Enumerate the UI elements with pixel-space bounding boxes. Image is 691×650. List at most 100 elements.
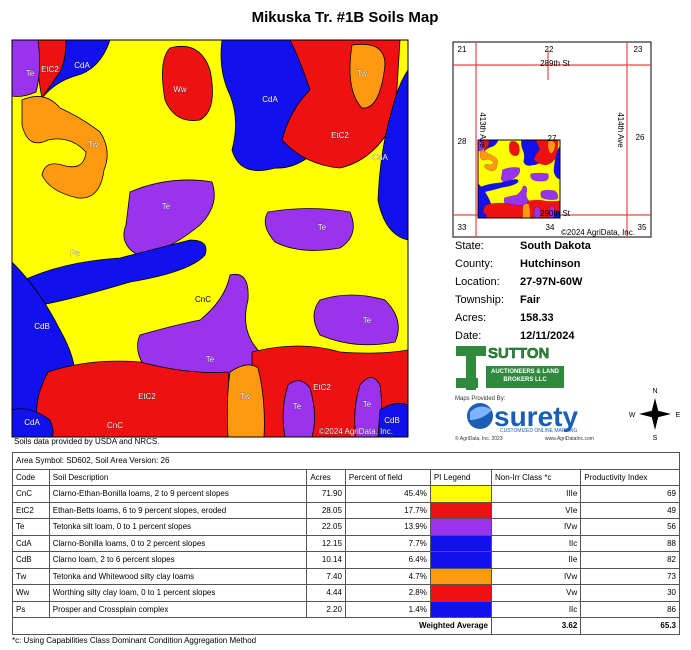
map-label: Ww xyxy=(173,85,187,94)
soil-tw xyxy=(226,364,265,437)
class-cell: IIe xyxy=(491,551,582,569)
info-label: Date: xyxy=(455,330,481,342)
locator-field xyxy=(478,140,560,218)
code-cell: CdB xyxy=(12,551,50,569)
map-label: Tw xyxy=(240,392,250,401)
description-cell: Tetonka silt loam, 0 to 1 percent slopes xyxy=(48,518,308,536)
info-value: 158.33 xyxy=(520,312,554,324)
pi-legend xyxy=(429,518,493,536)
acres-cell: 22.05 xyxy=(306,518,346,536)
map-label: Te xyxy=(293,402,302,411)
soil-etc2 xyxy=(36,360,231,437)
class-cell: VIe xyxy=(491,501,582,519)
map-label: Te xyxy=(162,202,171,211)
code-cell: Tw xyxy=(12,567,50,585)
compass-ew xyxy=(639,410,671,418)
code-cell: Ps xyxy=(12,600,50,618)
description-cell: Prosper and Crossplain complex xyxy=(48,600,308,618)
info-label: State: xyxy=(455,240,484,252)
logo-shape xyxy=(456,346,486,356)
section-number: 27 xyxy=(548,134,557,143)
surety-copyright: © AgriData, Inc. 2023 xyxy=(455,435,503,442)
surety-url: www.AgriDataInc.com xyxy=(545,436,594,442)
class-cell: IVw xyxy=(491,518,582,536)
road-label: 289th St xyxy=(540,59,571,68)
info-value: Hutchinson xyxy=(520,258,581,270)
map-label: CdB xyxy=(34,322,50,331)
map-label: EtC2 xyxy=(313,383,331,392)
pi-legend xyxy=(429,584,493,602)
footnote: *c: Using Capabilities Class Dominant Co… xyxy=(12,636,257,645)
description-cell: Clarno loam, 2 to 6 percent slopes xyxy=(48,551,308,569)
percent-cell: 2.8% xyxy=(344,584,431,602)
soil-row: Te Tetonka silt loam, 0 to 1 percent slop… xyxy=(12,518,680,536)
logo-globe-detail xyxy=(470,406,492,420)
acres-cell: 28.05 xyxy=(306,501,346,519)
soil-row: Tw Tetonka and Whitewood silty clay loams… xyxy=(12,567,680,585)
info-value: Fair xyxy=(520,294,541,306)
soil-table: Area Symbol: SD602, Soil Area Version: 2… xyxy=(11,452,680,635)
soil-te xyxy=(282,380,315,437)
percent-cell: 4.7% xyxy=(344,567,431,585)
header-cell: PI Legend xyxy=(429,468,493,486)
soil-labels: Te EtC2 CdA Ww CdA Tw Tw EtC2 CdA Te Te … xyxy=(24,61,400,436)
info-value: South Dakota xyxy=(520,240,592,252)
soil-row: EtC2 Ethan-Betts loams, 6 to 9 percent sl… xyxy=(12,501,680,519)
index-cell: 49 xyxy=(580,501,680,519)
header-row: Code Soil Description Acres Percent of fiel… xyxy=(12,468,680,486)
soil-map-frame xyxy=(11,39,409,438)
pi-legend xyxy=(429,600,493,618)
class-cell: IVw xyxy=(491,567,582,585)
section-number: 28 xyxy=(458,137,467,146)
map-label: EtC2 xyxy=(138,392,156,401)
soil-te xyxy=(123,179,215,257)
index-cell: 56 xyxy=(580,518,680,536)
acres-cell: 4.44 xyxy=(306,584,346,602)
header-cell: Soil Description xyxy=(48,468,308,486)
index-cell: 30 xyxy=(580,584,680,602)
section-number: 23 xyxy=(634,45,643,54)
source-note: Soils data provided by USDA and NRCS. xyxy=(14,437,160,446)
info-block: State: South Dakota County: Hutchinson L… xyxy=(455,240,592,342)
soil-tw xyxy=(349,43,386,109)
info-label: Location: xyxy=(455,276,500,288)
map-label: Te xyxy=(206,355,215,364)
header-cell: Acres xyxy=(306,468,346,486)
description-cell: Tetonka and Whitewood silty clay loams xyxy=(48,567,308,585)
locator-roads xyxy=(453,42,651,237)
soil-te xyxy=(313,294,399,346)
soil-ww xyxy=(162,45,213,121)
percent-cell: 17.7% xyxy=(344,501,431,519)
section-number: 22 xyxy=(545,45,554,54)
header-cell: Productivity Index xyxy=(580,468,680,486)
section-number: 35 xyxy=(638,223,647,232)
index-cell: 73 xyxy=(580,567,680,585)
section-number: 33 xyxy=(458,223,467,232)
weighted-index: 65.3 xyxy=(580,617,680,635)
weighted-average-label: Weighted Average xyxy=(11,617,493,635)
pi-legend xyxy=(429,551,493,569)
sutton-tagline: AUCTIONEERS & LAND BROKERS LLC xyxy=(490,369,559,383)
surety-tagline: CUSTOMIZED ONLINE MAPPING xyxy=(500,428,578,434)
header-cell: Percent of field xyxy=(344,468,431,486)
acres-cell: 71.90 xyxy=(306,485,346,503)
info-value: 27-97N-60W xyxy=(520,276,583,288)
map-label: Tw xyxy=(88,140,98,149)
compass-label: S xyxy=(653,435,658,442)
field-outline xyxy=(477,139,561,219)
info-label: Acres: xyxy=(455,312,486,324)
class-cell: IIc xyxy=(491,534,582,552)
map-label: CdA xyxy=(262,95,278,104)
class-cell: IIc xyxy=(491,600,582,618)
road-label: 414th Ave xyxy=(616,112,625,148)
map-label: EtC2 xyxy=(331,131,349,140)
map-copyright: ©2024 AgriData, Inc. xyxy=(319,427,393,436)
class-cell: Vw xyxy=(491,584,582,602)
acres-cell: 12.15 xyxy=(306,534,346,552)
acres-cell: 10.14 xyxy=(306,551,346,569)
sutton-logo: SUTTON AUCTIONEERS & LAND BROKERS LLC xyxy=(456,345,564,390)
soil-polygons xyxy=(12,40,408,437)
index-cell: 69 xyxy=(580,485,680,503)
soil-tw xyxy=(21,96,108,199)
